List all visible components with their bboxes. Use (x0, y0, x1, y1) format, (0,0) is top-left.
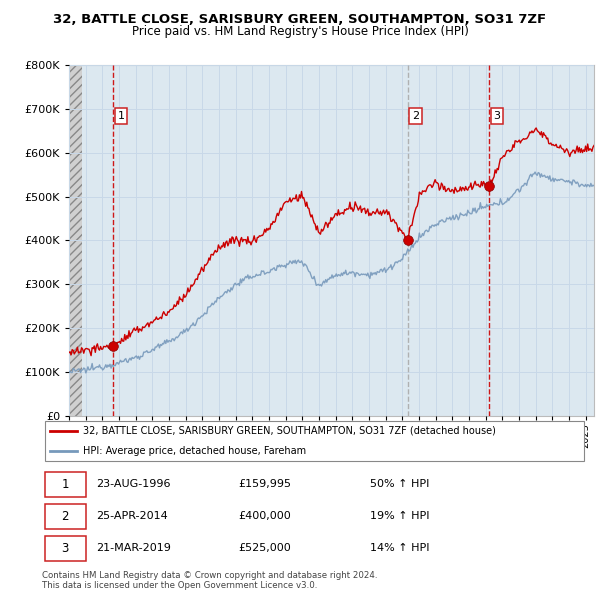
FancyBboxPatch shape (45, 536, 86, 561)
Text: £400,000: £400,000 (239, 512, 292, 521)
Text: 32, BATTLE CLOSE, SARISBURY GREEN, SOUTHAMPTON, SO31 7ZF: 32, BATTLE CLOSE, SARISBURY GREEN, SOUTH… (53, 13, 547, 26)
Text: 32, BATTLE CLOSE, SARISBURY GREEN, SOUTHAMPTON, SO31 7ZF (detached house): 32, BATTLE CLOSE, SARISBURY GREEN, SOUTH… (83, 426, 496, 436)
FancyBboxPatch shape (45, 504, 86, 529)
Text: 3: 3 (62, 542, 69, 555)
Text: £525,000: £525,000 (239, 543, 292, 553)
Text: 19% ↑ HPI: 19% ↑ HPI (370, 512, 429, 521)
FancyBboxPatch shape (45, 471, 86, 497)
Text: 1: 1 (61, 478, 69, 491)
Text: Price paid vs. HM Land Registry's House Price Index (HPI): Price paid vs. HM Land Registry's House … (131, 25, 469, 38)
Text: Contains HM Land Registry data © Crown copyright and database right 2024.
This d: Contains HM Land Registry data © Crown c… (42, 571, 377, 590)
Text: HPI: Average price, detached house, Fareham: HPI: Average price, detached house, Fare… (83, 446, 306, 456)
Text: 25-APR-2014: 25-APR-2014 (97, 512, 169, 521)
Bar (69, 65, 82, 416)
Text: 50% ↑ HPI: 50% ↑ HPI (370, 479, 429, 489)
FancyBboxPatch shape (45, 421, 584, 461)
Text: 14% ↑ HPI: 14% ↑ HPI (370, 543, 429, 553)
Text: 21-MAR-2019: 21-MAR-2019 (97, 543, 172, 553)
Text: 2: 2 (61, 510, 69, 523)
Text: 2: 2 (412, 111, 419, 121)
Text: £159,995: £159,995 (239, 479, 292, 489)
Text: 23-AUG-1996: 23-AUG-1996 (97, 479, 171, 489)
Text: 3: 3 (493, 111, 500, 121)
Text: 1: 1 (118, 111, 124, 121)
